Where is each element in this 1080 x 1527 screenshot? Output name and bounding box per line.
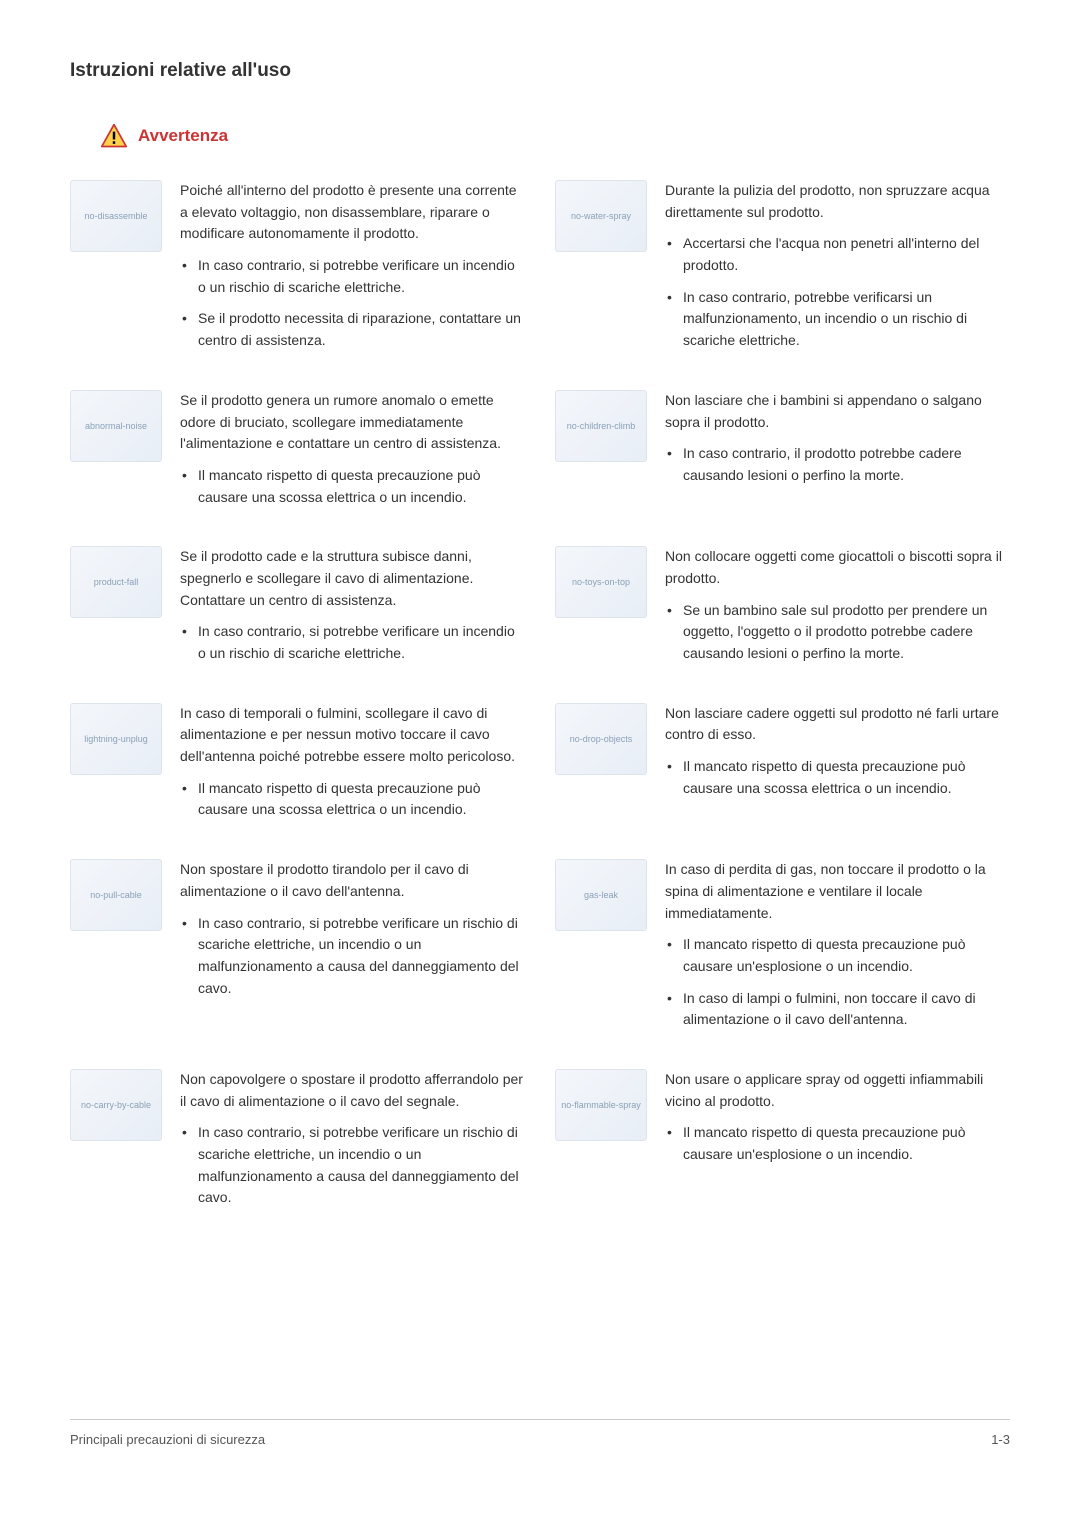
warning-bullets: Il mancato rispetto di questa precauzion… [665, 756, 1010, 799]
warning-intro: Se il prodotto cade e la struttura subis… [180, 546, 525, 611]
no-children-climb-icon: no-children-climb [555, 390, 647, 462]
warning-item: lightning-unplug In caso di temporali o f… [70, 703, 525, 831]
warning-text: Non spostare il prodotto tirandolo per i… [180, 859, 525, 1041]
warning-intro: Poiché all'interno del prodotto è presen… [180, 180, 525, 245]
warning-bullets: Il mancato rispetto di questa precauzion… [180, 778, 525, 821]
warning-bullet: In caso contrario, si potrebbe verificar… [180, 255, 525, 298]
no-disassemble-icon: no-disassemble [70, 180, 162, 252]
warning-text: In caso di perdita di gas, non toccare i… [665, 859, 1010, 1041]
warning-intro: Non spostare il prodotto tirandolo per i… [180, 859, 525, 902]
warning-bullets: In caso contrario, si potrebbe verificar… [180, 255, 525, 352]
warning-bullets: In caso contrario, si potrebbe verificar… [180, 1122, 525, 1209]
warning-item: product-fall Se il prodotto cade e la str… [70, 546, 525, 674]
warning-label: Avvertenza [138, 126, 228, 146]
product-fall-icon: product-fall [70, 546, 162, 618]
warning-row: no-disassemble Poiché all'interno del pro… [70, 180, 1010, 362]
warning-intro: Non usare o applicare spray od oggetti i… [665, 1069, 1010, 1112]
warning-intro: Non capovolgere o spostare il prodotto a… [180, 1069, 525, 1112]
warning-item: no-disassemble Poiché all'interno del pro… [70, 180, 525, 362]
warning-intro: In caso di temporali o fulmini, scollega… [180, 703, 525, 768]
warning-bullets: Accertarsi che l'acqua non penetri all'i… [665, 233, 1010, 351]
no-flammable-spray-icon: no-flammable-spray [555, 1069, 647, 1141]
warning-intro: Durante la pulizia del prodotto, non spr… [665, 180, 1010, 223]
warning-item: no-drop-objects Non lasciare cadere ogget… [555, 703, 1010, 831]
warning-bullet: Il mancato rispetto di questa precauzion… [180, 465, 525, 508]
warning-text: Se il prodotto genera un rumore anomalo … [180, 390, 525, 518]
warning-row: abnormal-noise Se il prodotto genera un r… [70, 390, 1010, 518]
warning-text: Non lasciare cadere oggetti sul prodotto… [665, 703, 1010, 831]
warning-text: Durante la pulizia del prodotto, non spr… [665, 180, 1010, 362]
gas-leak-icon: gas-leak [555, 859, 647, 931]
page-title: Istruzioni relative all'uso [70, 60, 1010, 82]
warning-bullets: Il mancato rispetto di questa precauzion… [665, 934, 1010, 1031]
warning-row: lightning-unplug In caso di temporali o f… [70, 703, 1010, 831]
footer-right: 1-3 [991, 1432, 1010, 1447]
warning-row: product-fall Se il prodotto cade e la str… [70, 546, 1010, 674]
warning-bullet: In caso contrario, il prodotto potrebbe … [665, 443, 1010, 486]
no-carry-by-cable-icon: no-carry-by-cable [70, 1069, 162, 1141]
warning-bullets: Il mancato rispetto di questa precauzion… [665, 1122, 1010, 1165]
warning-bullet: In caso di lampi o fulmini, non toccare … [665, 988, 1010, 1031]
lightning-unplug-icon: lightning-unplug [70, 703, 162, 775]
warning-bullet: Il mancato rispetto di questa precauzion… [665, 934, 1010, 977]
warning-bullet: In caso contrario, si potrebbe verificar… [180, 913, 525, 1000]
warning-intro: In caso di perdita di gas, non toccare i… [665, 859, 1010, 924]
warning-item: no-pull-cable Non spostare il prodotto ti… [70, 859, 525, 1041]
warning-bullets: Se un bambino sale sul prodotto per pren… [665, 600, 1010, 665]
warning-intro: Se il prodotto genera un rumore anomalo … [180, 390, 525, 455]
warning-item: no-water-spray Durante la pulizia del pro… [555, 180, 1010, 362]
warning-item: no-carry-by-cable Non capovolgere o spost… [70, 1069, 525, 1219]
no-water-spray-icon: no-water-spray [555, 180, 647, 252]
warning-triangle-icon [100, 122, 128, 150]
warning-bullets: In caso contrario, si potrebbe verificar… [180, 621, 525, 664]
abnormal-noise-icon: abnormal-noise [70, 390, 162, 462]
warning-bullet: Accertarsi che l'acqua non penetri all'i… [665, 233, 1010, 276]
warning-text: Se il prodotto cade e la struttura subis… [180, 546, 525, 674]
warning-bullet: Il mancato rispetto di questa precauzion… [665, 756, 1010, 799]
warning-bullets: In caso contrario, il prodotto potrebbe … [665, 443, 1010, 486]
warning-intro: Non lasciare cadere oggetti sul prodotto… [665, 703, 1010, 746]
warning-bullet: Se un bambino sale sul prodotto per pren… [665, 600, 1010, 665]
warning-bullet: In caso contrario, si potrebbe verificar… [180, 1122, 525, 1209]
warning-text: Poiché all'interno del prodotto è presen… [180, 180, 525, 362]
warning-text: Non lasciare che i bambini si appendano … [665, 390, 1010, 518]
warning-text: Non usare o applicare spray od oggetti i… [665, 1069, 1010, 1219]
warning-item: no-flammable-spray Non usare o applicare … [555, 1069, 1010, 1219]
warning-bullet: In caso contrario, si potrebbe verificar… [180, 621, 525, 664]
footer-left: Principali precauzioni di sicurezza [70, 1432, 265, 1447]
warning-intro: Non lasciare che i bambini si appendano … [665, 390, 1010, 433]
warning-bullet: Se il prodotto necessita di riparazione,… [180, 308, 525, 351]
warning-bullet: Il mancato rispetto di questa precauzion… [665, 1122, 1010, 1165]
warning-bullets: In caso contrario, si potrebbe verificar… [180, 913, 525, 1000]
no-toys-on-top-icon: no-toys-on-top [555, 546, 647, 618]
warning-section-header: Avvertenza [100, 122, 1010, 150]
warning-text: Non collocare oggetti come giocattoli o … [665, 546, 1010, 674]
warning-item: no-children-climb Non lasciare che i bamb… [555, 390, 1010, 518]
warning-item: gas-leak In caso di perdita di gas, non t… [555, 859, 1010, 1041]
warning-item: no-toys-on-top Non collocare oggetti come… [555, 546, 1010, 674]
warning-intro: Non collocare oggetti come giocattoli o … [665, 546, 1010, 589]
no-pull-cable-icon: no-pull-cable [70, 859, 162, 931]
warning-item: abnormal-noise Se il prodotto genera un r… [70, 390, 525, 518]
warning-bullet: Il mancato rispetto di questa precauzion… [180, 778, 525, 821]
warning-text: In caso di temporali o fulmini, scollega… [180, 703, 525, 831]
warning-row: no-carry-by-cable Non capovolgere o spost… [70, 1069, 1010, 1219]
no-drop-objects-icon: no-drop-objects [555, 703, 647, 775]
page-footer: Principali precauzioni di sicurezza 1-3 [70, 1419, 1010, 1447]
warning-text: Non capovolgere o spostare il prodotto a… [180, 1069, 525, 1219]
warning-row: no-pull-cable Non spostare il prodotto ti… [70, 859, 1010, 1041]
warning-bullet: In caso contrario, potrebbe verificarsi … [665, 287, 1010, 352]
warning-bullets: Il mancato rispetto di questa precauzion… [180, 465, 525, 508]
